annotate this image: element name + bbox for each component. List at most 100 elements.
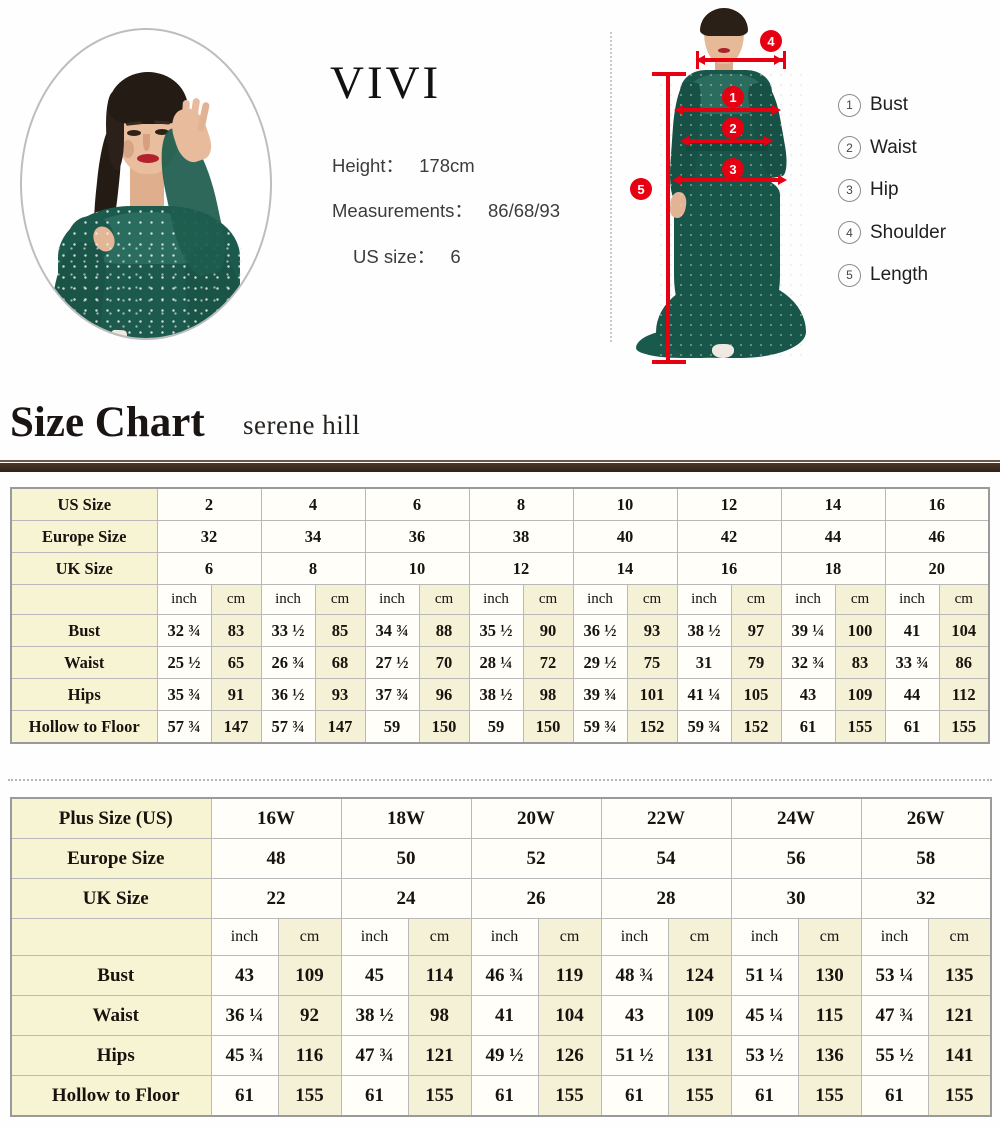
table-cell: 115 [797,995,862,1036]
table-cell: 155 [834,710,886,744]
table-cell: 96 [418,678,470,711]
table-cell: 61 [340,1075,409,1117]
length-measure-cap-top [652,72,686,76]
table-cell: 155 [797,1075,862,1117]
figure-badge-bust: 1 [722,86,744,108]
table-cell: 83 [210,614,262,647]
legend-number-icon: 3 [838,178,861,202]
table-cell: 61 [600,1075,669,1117]
table-cell: 45 ¼ [730,995,799,1036]
measurement-legend: 1 Bust 2 Waist 3 Hip 4 Shoulder 5 Length [838,84,946,297]
legend-item-bust: 1 Bust [838,84,946,127]
table-row-europe-size: Europe Size 48 50 52 54 56 58 [10,838,992,879]
unit-cell-inch: inch [600,918,669,956]
table-cell: 121 [927,995,992,1036]
table-cell: 32 [156,520,262,553]
table-cell: 97 [730,614,782,647]
legend-number-icon: 5 [838,263,861,287]
table-cell: 155 [938,710,990,744]
unit-cell-cm: cm [210,584,262,615]
table-cell: 114 [407,955,472,996]
unit-cell-cm: cm [667,918,732,956]
table-cell: 25 ½ [156,646,212,679]
table-cell: 92 [277,995,342,1036]
table-cell: 14 [780,487,886,521]
table-cell: 59 ¾ [676,710,732,744]
table-cell: 135 [927,955,992,996]
bust-measure-line [682,108,774,112]
table-cell: 27 ½ [364,646,420,679]
table-cell: 12 [468,552,574,585]
table-cell: 121 [407,1035,472,1076]
row-label-hips: Hips [10,678,158,711]
table-cell: 91 [210,678,262,711]
model-height-label: Height： [332,155,404,176]
table-row: Hollow to Floor 61 155 61 155 61 155 61 … [10,1075,992,1117]
row-label-europe-size: Europe Size [10,520,158,553]
table-row: Hollow to Floor 57 ¾ 147 57 ¾ 147 59 150… [10,710,990,744]
table-cell: 88 [418,614,470,647]
table-cell: 34 [260,520,366,553]
table-cell: 79 [730,646,782,679]
table-cell: 6 [364,487,470,521]
table-cell: 6 [156,552,262,585]
table-cell: 152 [626,710,678,744]
legend-item-length: 5 Length [838,254,946,297]
table-cell: 61 [210,1075,279,1117]
table-cell: 30 [730,878,862,919]
row-label-uk-size: UK Size [10,878,212,919]
page-title: Size Chart [10,399,205,446]
table-cell: 105 [730,678,782,711]
portrait-lips [137,154,159,163]
table-cell: 59 [468,710,524,744]
table-cell: 14 [572,552,678,585]
table-cell: 155 [537,1075,602,1117]
portrait-nose [143,134,150,151]
table-cell: 147 [210,710,262,744]
shoulder-measure-cap-right [783,51,786,69]
table-cell: 55 ½ [860,1035,929,1076]
figure-hair [700,8,748,36]
unit-cell-cm: cm [522,584,574,615]
table-cell: 50 [340,838,472,879]
row-label-hollow-to-floor: Hollow to Floor [10,710,158,744]
legend-label-hip: Hip [870,179,899,201]
shoulder-arrow-left [696,55,705,65]
table-cell: 43 [210,955,279,996]
unit-cell-cm: cm [537,918,602,956]
unit-cell-cm: cm [407,918,472,956]
table-cell: 119 [537,955,602,996]
legend-label-waist: Waist [870,136,917,158]
unit-cell-inch: inch [860,918,929,956]
bust-arrow-left [674,105,683,115]
unit-cell-inch: inch [676,584,732,615]
unit-cell-cm: cm [730,584,782,615]
table-cell: 53 ½ [730,1035,799,1076]
table-cell: 36 ½ [572,614,628,647]
table-row: Bust 43 109 45 114 46 ¾ 119 48 ¾ 124 51 … [10,955,992,996]
table-cell: 131 [667,1035,732,1076]
table-cell: 38 ½ [468,678,524,711]
table-cell: 104 [938,614,990,647]
waist-measure-line [688,139,766,143]
table-cell: 10 [572,487,678,521]
shoulder-measure-line [696,58,786,62]
table-cell: 98 [407,995,472,1036]
legend-item-hip: 3 Hip [838,169,946,212]
table-cell: 48 ¾ [600,955,669,996]
table-cell: 45 ¾ [210,1035,279,1076]
table-cell: 39 ¾ [572,678,628,711]
unit-cell-inch: inch [780,584,836,615]
figure-waistband [686,142,768,151]
unit-cell-inch: inch [572,584,628,615]
table-cell: 150 [418,710,470,744]
plus-size-table: Plus Size (US) 16W 18W 20W 22W 24W 26W E… [10,797,992,1117]
table-cell: 150 [522,710,574,744]
table-cell: 35 ½ [468,614,524,647]
waist-arrow-right [764,136,773,146]
table-cell: 51 ¼ [730,955,799,996]
table-cell: 61 [884,710,940,744]
table-cell: 83 [834,646,886,679]
table-cell: 70 [418,646,470,679]
unit-cell-cm: cm [834,584,886,615]
